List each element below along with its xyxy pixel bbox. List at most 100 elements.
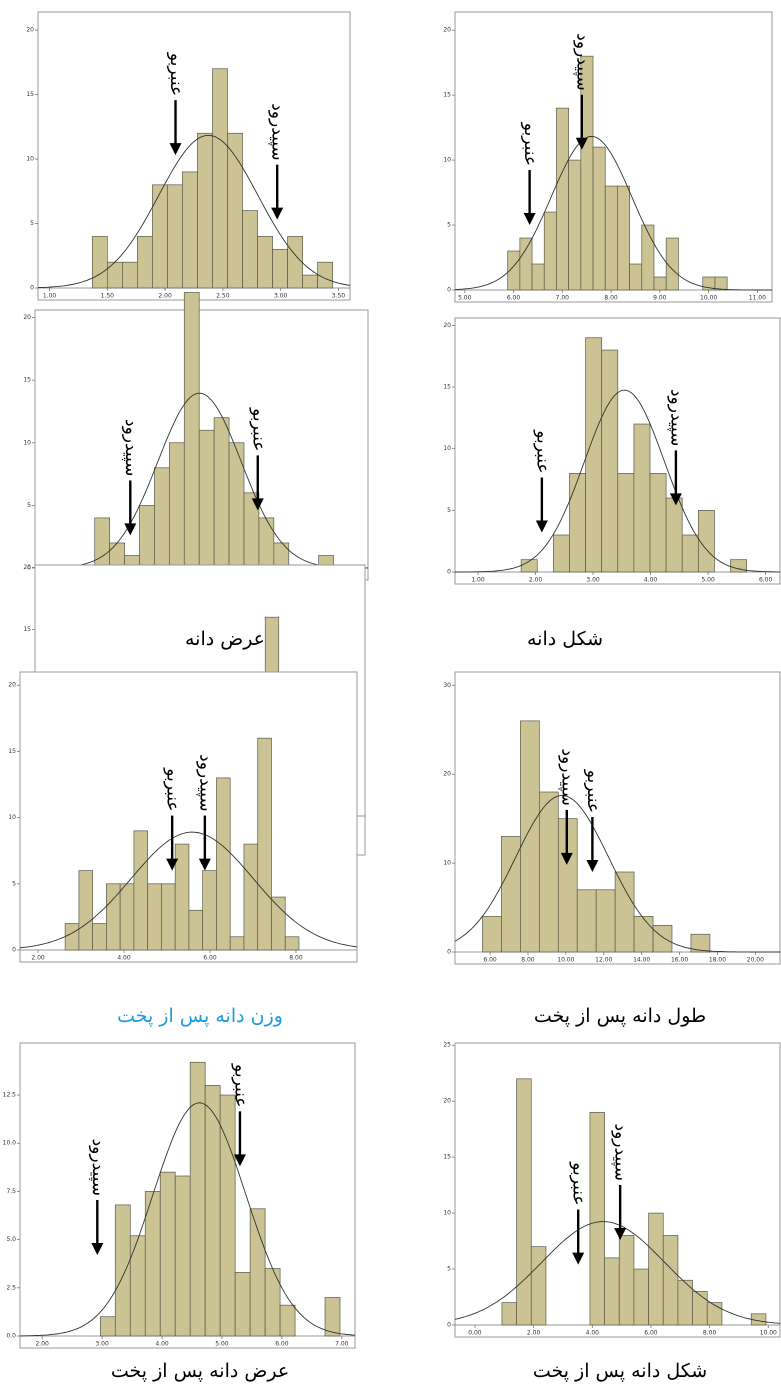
y-tick-label: 10	[26, 156, 34, 163]
histogram-bar	[592, 146, 606, 291]
histogram-bar	[147, 883, 162, 951]
x-tick-label: 5.00	[701, 577, 715, 584]
x-tick-label: 6.00	[759, 577, 773, 584]
histogram-bar	[234, 1272, 251, 1337]
histogram-bar	[730, 559, 747, 573]
histogram-bar	[665, 237, 679, 291]
y-tick-label: 0	[447, 287, 451, 294]
histogram-bar	[604, 185, 618, 291]
x-tick-label: 6.00	[644, 1330, 658, 1337]
y-tick-label: 15	[8, 748, 16, 755]
histogram-bar	[641, 224, 655, 291]
histogram-bar	[243, 843, 259, 951]
y-tick-label: 0.0	[6, 1333, 16, 1340]
histogram-bar	[568, 159, 582, 291]
y-tick-label: 10	[443, 860, 451, 867]
histogram-bar	[159, 1171, 176, 1337]
histogram-bar	[229, 936, 245, 951]
annotation: سپیدرود	[268, 103, 288, 160]
arrow-head	[233, 1154, 246, 1167]
histogram-bar	[287, 236, 303, 289]
x-tick-label: 20.00	[747, 957, 764, 964]
histogram-panel: 0 5 10 15 20 2.00 4.00 6.00 8.00 عنبربو سپیدرود	[8, 671, 358, 963]
histogram-bar	[119, 883, 135, 951]
histogram-bar	[213, 417, 230, 569]
x-tick-label: 2.00	[529, 577, 543, 584]
x-tick-label: 14.00	[633, 957, 650, 964]
histogram-bar	[182, 171, 198, 289]
histogram-bar	[129, 1235, 146, 1337]
histogram-bar	[168, 442, 185, 569]
y-tick-label: 20	[443, 771, 451, 778]
caption: شکل دانه پس از پخت	[533, 1360, 707, 1382]
y-tick-label: 5	[30, 220, 34, 227]
arrow-head	[560, 852, 573, 865]
x-tick-label: 8.00	[289, 955, 303, 962]
histogram-bar	[188, 909, 204, 951]
histogram-bar	[249, 1208, 266, 1337]
x-tick-label: 4.00	[155, 1341, 169, 1348]
histogram-bar	[122, 261, 138, 289]
y-tick-label: 10	[443, 445, 451, 452]
histogram-bar	[109, 542, 125, 569]
histogram-bar	[197, 132, 213, 289]
x-tick-label: 7.00	[556, 295, 570, 302]
arrow-head	[669, 493, 682, 506]
histogram-bar	[595, 889, 616, 953]
x-tick-label: 10.00	[760, 1330, 777, 1337]
y-tick-label: 20	[443, 27, 451, 34]
arrow-head	[535, 520, 548, 533]
x-tick-label: 6.00	[203, 955, 217, 962]
histogram-bar	[690, 933, 711, 953]
annotation: عنبربو	[583, 769, 603, 813]
histogram-bar	[91, 236, 108, 289]
normal-curve	[454, 795, 780, 953]
y-tick-label: 7.5	[6, 1188, 16, 1195]
normal-curve	[454, 1221, 781, 1324]
histogram-bar	[617, 473, 635, 573]
histogram-bar	[212, 68, 228, 289]
histogram-bar	[501, 1302, 517, 1326]
histogram-bar	[692, 1291, 708, 1326]
histogram-bar	[652, 924, 673, 953]
y-tick-label: 15	[26, 91, 34, 98]
y-tick-label: 20	[443, 1098, 451, 1105]
histogram-bar	[580, 55, 594, 291]
histogram-bar	[649, 473, 667, 573]
y-tick-label: 0	[12, 947, 16, 954]
histogram-panel: 0 5 10 15 20 1.00 2.00 3.00 4.00 5.00 6.00 عنبربو سپ…	[443, 317, 781, 585]
x-tick-label: 8.00	[703, 1330, 717, 1337]
x-tick-label: 4.00	[644, 577, 658, 584]
histogram-bar	[629, 263, 643, 291]
y-tick-label: 0	[27, 565, 31, 572]
histogram-bar	[144, 1191, 161, 1337]
annotation: عنبربو	[166, 52, 186, 96]
annotation: عنبربو	[532, 429, 552, 473]
histogram-bar	[633, 916, 654, 953]
histogram-bar	[264, 1268, 281, 1337]
x-tick-label: 2.00	[35, 1341, 49, 1348]
x-tick-label: 2.50	[216, 293, 230, 300]
caption: وزن دانه پس از پخت	[117, 1005, 283, 1027]
histogram-bar	[64, 923, 80, 951]
y-tick-label: 20	[443, 322, 451, 329]
x-tick-label: 3.50	[332, 293, 346, 300]
histogram-bar	[78, 870, 93, 951]
arrow-head	[91, 1243, 104, 1256]
histogram-bar	[228, 442, 245, 569]
histogram-bar	[633, 423, 651, 573]
annotation: سپیدرود	[611, 1124, 631, 1181]
histogram-bar	[257, 737, 272, 951]
y-tick-label: 20	[23, 564, 31, 571]
normal-curve	[454, 135, 772, 291]
x-tick-label: 10.00	[557, 957, 574, 964]
y-tick-label: 5	[27, 502, 31, 509]
histogram-bar	[531, 263, 545, 291]
x-tick-label: 4.00	[586, 1330, 600, 1337]
arrow-head	[271, 207, 284, 220]
histogram-bar	[279, 1304, 296, 1337]
x-tick-label: 6.00	[275, 1341, 289, 1348]
histogram-bar	[614, 871, 635, 953]
normal-curve	[455, 389, 780, 573]
histogram-bar	[167, 184, 183, 289]
